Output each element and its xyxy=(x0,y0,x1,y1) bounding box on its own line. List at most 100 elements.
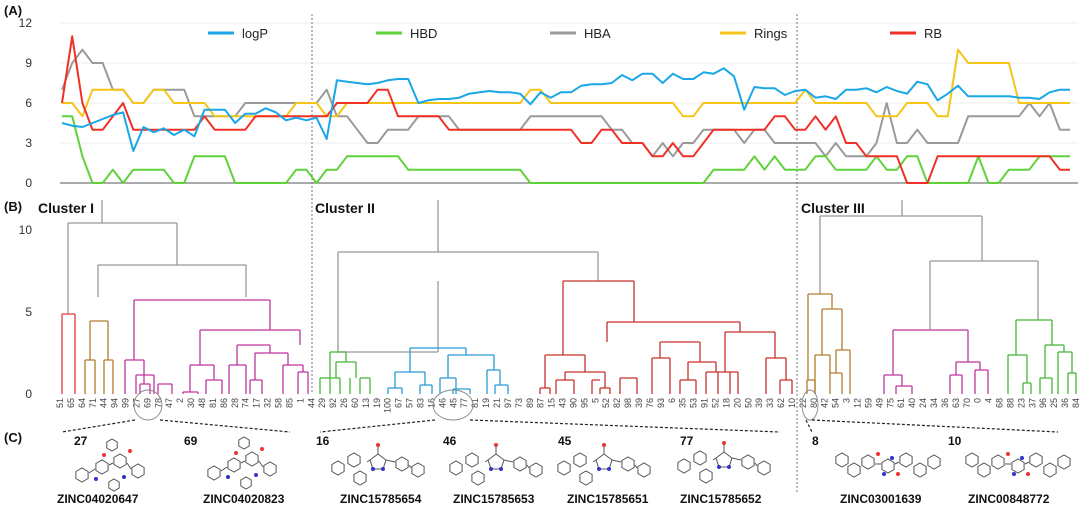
leaf-label: 74 xyxy=(241,398,251,408)
leaf-label: 86 xyxy=(219,398,229,408)
cluster-ii-label: Cluster II xyxy=(315,200,375,216)
ring xyxy=(693,450,707,466)
leaf-label: 0 xyxy=(973,398,983,403)
ring xyxy=(113,453,127,469)
leaf-label: 58 xyxy=(273,398,283,408)
ring xyxy=(95,459,109,475)
ring xyxy=(927,454,941,470)
leaf-label: 57 xyxy=(405,398,415,408)
dendrogram-leaf-labels: 51 65 64 71 44 94 99 27 69 78 47 2 30 48 81 86 28 74 17 32 5… xyxy=(55,398,1080,413)
ring xyxy=(449,460,463,476)
leaf-label: 40 xyxy=(907,398,917,408)
ring xyxy=(1029,452,1043,468)
atom xyxy=(722,441,726,445)
series-line-rb xyxy=(61,35,1070,184)
leaf-label: 62 xyxy=(776,398,786,408)
panel-c-group-2: 16 46 45 77 ZINC15785654 ZINC15785653 ZI… xyxy=(316,434,762,506)
compound-number-8: 8 xyxy=(812,434,819,448)
bond xyxy=(503,459,514,463)
leaf-label: 29 xyxy=(317,398,327,408)
leaf-label: 54 xyxy=(831,398,841,408)
cluster-iii-magenta-subtree xyxy=(883,329,989,394)
ring xyxy=(513,456,527,472)
leaf-label: 93 xyxy=(656,398,666,408)
cluster-i-magenta-subtree xyxy=(124,299,309,394)
leaf-label: 20 xyxy=(732,398,742,408)
leaf-label: 71 xyxy=(88,398,98,408)
ring xyxy=(579,470,593,486)
leaf-label: 44 xyxy=(99,398,109,408)
ring xyxy=(977,462,991,478)
bond xyxy=(611,459,622,463)
bond xyxy=(754,462,758,467)
ring xyxy=(465,452,479,468)
atom xyxy=(94,477,98,481)
ring xyxy=(529,462,543,478)
cluster-ii-red-subtree xyxy=(539,280,793,394)
molecule-zinc15785653 xyxy=(449,443,543,486)
cluster-ii-left xyxy=(338,281,439,353)
atom xyxy=(128,449,132,453)
legend-item-hba: HBA xyxy=(550,26,611,41)
leaf-label: 84 xyxy=(1071,398,1080,408)
ring xyxy=(1057,454,1071,470)
leaf-label: 85 xyxy=(284,398,294,408)
zinc-id-6: ZINC15785652 xyxy=(680,492,762,506)
ring xyxy=(677,458,691,474)
leaf-label: 37 xyxy=(1027,398,1037,408)
molecule-zinc15785654 xyxy=(331,443,425,486)
cluster-i-brown-subtree xyxy=(84,320,114,394)
leaf-label: 49 xyxy=(874,398,884,408)
atom xyxy=(254,473,258,477)
cluster-iii-green-subtree xyxy=(1007,319,1077,394)
ring xyxy=(353,470,367,486)
ring xyxy=(991,454,1005,470)
leaf-label: 22 xyxy=(798,398,808,408)
ring xyxy=(881,458,895,474)
leaf-label: 98 xyxy=(623,398,633,408)
dendrogram-y-tick: 5 xyxy=(25,305,32,319)
leaf-label: 69 xyxy=(142,398,152,408)
ring xyxy=(757,460,771,476)
cluster-i-red-subtree xyxy=(61,313,76,394)
highlight-ellipse-cluster-iii xyxy=(801,389,819,421)
atom xyxy=(602,443,606,447)
ring xyxy=(106,438,118,452)
ring xyxy=(207,465,221,481)
legend-item-hbd: HBD xyxy=(376,26,437,41)
bond xyxy=(258,460,264,468)
atom xyxy=(122,475,126,479)
atom xyxy=(1026,472,1030,476)
leaf-label: 4 xyxy=(984,398,994,403)
atom xyxy=(1006,452,1010,456)
leaf-label: 17 xyxy=(252,398,262,408)
leaf-label: 87 xyxy=(536,398,546,408)
leaf-label: 26 xyxy=(339,398,349,408)
compound-number-27: 27 xyxy=(74,434,88,448)
atom xyxy=(234,451,238,455)
atom xyxy=(1012,472,1016,476)
leaf-label: 21 xyxy=(492,398,502,408)
atom xyxy=(876,452,880,456)
leaf-label: 33 xyxy=(765,398,775,408)
leaf-label: 23 xyxy=(1016,398,1026,408)
leaf-label: 60 xyxy=(350,398,360,408)
atom xyxy=(371,467,375,471)
atom xyxy=(494,443,498,447)
ring xyxy=(108,478,120,492)
zinc-id-4: ZINC15785653 xyxy=(453,492,535,506)
leaf-label: 78 xyxy=(153,398,163,408)
leaf-label: 46 xyxy=(437,398,447,408)
ring xyxy=(899,452,913,468)
ring xyxy=(75,467,89,483)
leaf-label: 97 xyxy=(503,398,513,408)
ring xyxy=(699,468,713,484)
ring xyxy=(1011,458,1025,474)
leaf-label: 63 xyxy=(951,398,961,408)
leaf-label: 42 xyxy=(820,398,830,408)
series-line-logp xyxy=(61,67,1070,152)
bond xyxy=(126,462,132,470)
ring xyxy=(621,456,635,472)
